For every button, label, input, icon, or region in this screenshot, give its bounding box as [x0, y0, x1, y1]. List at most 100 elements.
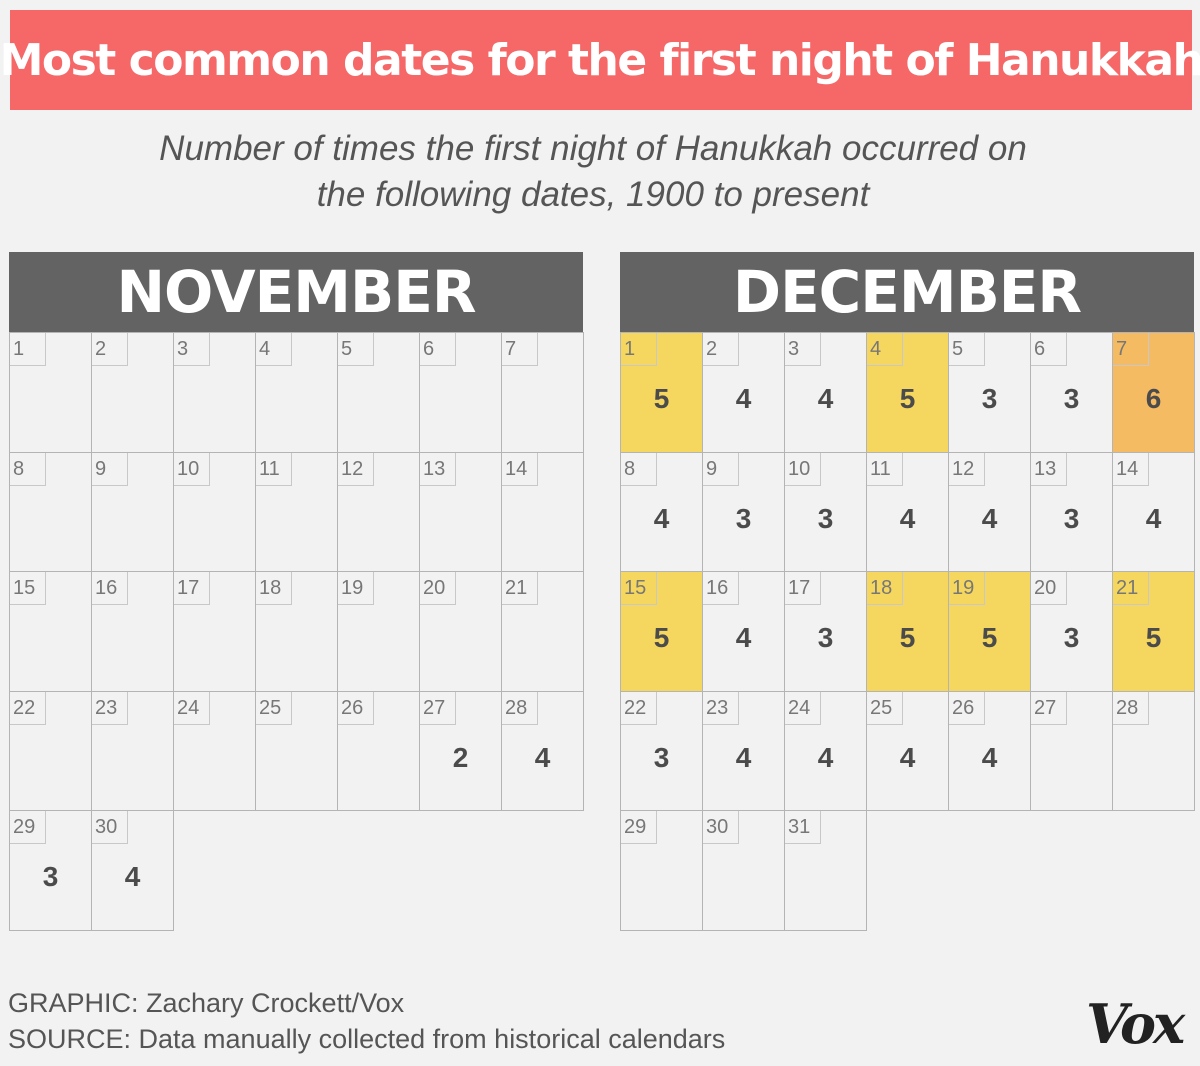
occurrence-count: 5	[899, 622, 916, 654]
subtitle-line-1: Number of times the first night of Hanuk…	[159, 129, 1027, 168]
occurrence-count: 4	[1145, 502, 1162, 534]
calendar-day-cell: 24 4	[784, 690, 867, 812]
occurrence-count: 4	[124, 861, 141, 893]
occurrence-count: 4	[899, 502, 916, 534]
calendar-day-cell: 30 4	[91, 810, 174, 931]
calendar-day-cell: 31	[784, 810, 867, 931]
day-number: 20	[420, 572, 456, 606]
calendar-day-cell: 6	[419, 332, 502, 453]
calendar-day-cell: 11	[255, 451, 338, 573]
subtitle-line-2: the following dates, 1900 to present	[316, 175, 870, 214]
day-number: 4	[867, 333, 903, 366]
day-number: 5	[949, 333, 985, 366]
calendar-day-cell: 17	[173, 571, 256, 692]
calendar-day-cell: 8	[9, 451, 92, 573]
day-number: 31	[785, 811, 821, 845]
day-number: 12	[338, 452, 374, 486]
occurrence-count: 3	[817, 622, 834, 654]
occurrence-count: 3	[1063, 383, 1080, 414]
occurrence-count: 3	[1063, 502, 1080, 534]
calendar-day-cell: 22	[9, 690, 92, 812]
calendar-day-cell: 19	[337, 571, 420, 692]
calendar-day-cell: 29	[620, 810, 703, 931]
calendar-day-cell: 28	[1112, 690, 1195, 812]
calendar-day-cell: 20	[419, 571, 502, 692]
calendar-day-cell: 30	[702, 810, 785, 931]
calendar-grid: 1 2 3 4 5 6 7 8 9 10 11 12 13 14 15 16 17 18 19 20 21 22 23 24 2…	[9, 332, 584, 931]
calendar-november: NOVEMBER 1 2 3 4 5 6 7 8 9 10 11 12 13 14 15 16 17 18 19 20…	[9, 252, 584, 931]
day-number: 22	[10, 691, 46, 725]
occurrence-count: 6	[1145, 383, 1162, 414]
occurrence-count: 4	[981, 741, 998, 773]
day-number: 24	[174, 691, 210, 725]
calendar-day-cell: 1	[9, 332, 92, 453]
day-number: 30	[92, 811, 128, 845]
day-number: 30	[703, 811, 739, 845]
day-number: 18	[867, 572, 903, 606]
day-number: 6	[420, 333, 456, 366]
day-number: 4	[256, 333, 292, 366]
calendar-day-cell: 19 5	[948, 571, 1031, 692]
day-number: 14	[502, 452, 538, 486]
occurrence-count: 5	[1145, 622, 1162, 654]
day-number: 3	[785, 333, 821, 366]
calendar-day-cell: 20 3	[1030, 571, 1113, 692]
month-name: DECEMBER	[732, 258, 1082, 326]
calendar-day-cell: 22 3	[620, 690, 703, 812]
occurrence-count: 4	[817, 383, 834, 414]
calendar-day-cell: 12	[337, 451, 420, 573]
calendar-day-cell: 3	[173, 332, 256, 453]
title-banner: Most common dates for the first night of…	[0, 10, 1200, 110]
day-number: 2	[92, 333, 128, 366]
calendar-day-cell: 14 4	[1112, 451, 1195, 573]
day-number: 23	[703, 691, 739, 725]
calendar-day-cell: 26	[337, 690, 420, 812]
calendar-day-cell: 23	[91, 690, 174, 812]
day-number: 28	[1113, 691, 1149, 725]
day-number: 2	[703, 333, 739, 366]
day-number: 9	[92, 452, 128, 486]
calendar-day-cell: 12 4	[948, 451, 1031, 573]
chart-subtitle: Number of times the first night of Hanuk…	[0, 126, 1186, 218]
day-number: 9	[703, 452, 739, 486]
calendar-day-cell: 16 4	[702, 571, 785, 692]
occurrence-count: 3	[735, 502, 752, 534]
occurrence-count: 5	[899, 383, 916, 414]
occurrence-count: 4	[534, 741, 551, 773]
day-number: 16	[92, 572, 128, 606]
calendar-day-cell: 10 3	[784, 451, 867, 573]
month-name: NOVEMBER	[116, 258, 476, 326]
graphic-credit: GRAPHIC: Zachary Crockett/Vox	[8, 988, 405, 1018]
occurrence-count: 3	[653, 741, 670, 773]
day-number: 1	[10, 333, 46, 366]
day-number: 17	[174, 572, 210, 606]
calendar-day-cell: 18 5	[866, 571, 949, 692]
day-number: 11	[256, 452, 292, 486]
day-number: 26	[949, 691, 985, 725]
calendar-day-cell: 9	[91, 451, 174, 573]
calendar-day-cell: 25 4	[866, 690, 949, 812]
occurrence-count: 4	[653, 502, 670, 534]
occurrence-count: 4	[735, 383, 752, 414]
day-number: 8	[621, 452, 657, 486]
occurrence-count: 4	[735, 741, 752, 773]
day-number: 8	[10, 452, 46, 486]
calendar-day-cell: 10	[173, 451, 256, 573]
day-number: 29	[10, 811, 46, 845]
day-number: 10	[785, 452, 821, 486]
day-number: 29	[621, 811, 657, 845]
calendar-day-cell: 15	[9, 571, 92, 692]
calendar-grid: 1 5 2 4 3 4 4 5 5 3 6 3 7 6 8 4 9 3 10 3 11 4 12 4 13 3 14 4 15 5 16 4 1…	[620, 332, 1195, 931]
calendar-day-cell: 4	[255, 332, 338, 453]
source-credit: SOURCE: Data manually collected from his…	[8, 1024, 726, 1054]
calendar-day-cell: 28 4	[501, 690, 584, 812]
calendar-day-cell: 21 5	[1112, 571, 1195, 692]
calendar-day-cell: 7	[501, 332, 584, 453]
credits: GRAPHIC: Zachary Crockett/Vox SOURCE: Da…	[8, 985, 725, 1057]
occurrence-count: 3	[42, 861, 59, 893]
